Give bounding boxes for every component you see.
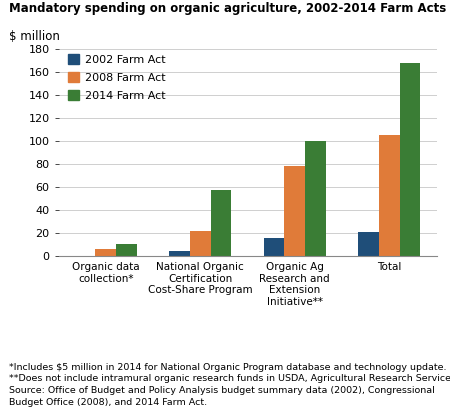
Text: $ million: $ million <box>9 30 60 43</box>
Bar <box>190 231 211 256</box>
Bar <box>305 141 326 256</box>
Bar <box>116 244 137 256</box>
Bar <box>264 238 284 256</box>
Bar <box>169 251 190 256</box>
Text: Mandatory spending on organic agriculture, 2002-2014 Farm Acts: Mandatory spending on organic agricultur… <box>9 2 446 15</box>
Legend: 2002 Farm Act, 2008 Farm Act, 2014 Farm Act: 2002 Farm Act, 2008 Farm Act, 2014 Farm … <box>68 55 165 101</box>
Bar <box>211 190 231 256</box>
Bar <box>379 135 400 256</box>
Bar <box>358 232 379 256</box>
Bar <box>95 249 116 256</box>
Bar <box>400 63 420 256</box>
Bar <box>284 166 305 256</box>
Text: *Includes $5 million in 2014 for National Organic Program database and technolog: *Includes $5 million in 2014 for Nationa… <box>9 363 450 407</box>
